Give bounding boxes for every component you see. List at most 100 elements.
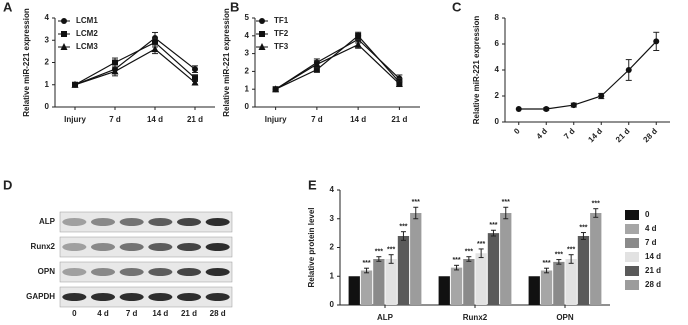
bar	[577, 236, 590, 305]
lane-label: 28 d	[210, 309, 226, 318]
marker	[272, 85, 280, 93]
y-axis-label: Relative protein level	[307, 207, 316, 287]
y-tick-label: 2	[330, 243, 335, 252]
legend-label: TF3	[274, 42, 289, 51]
bar	[348, 276, 360, 305]
blot-band	[119, 293, 144, 301]
y-tick-label: 4	[495, 65, 500, 74]
marker	[598, 93, 605, 99]
significance: ***	[399, 224, 407, 231]
significance: ***	[542, 260, 550, 267]
blot-band	[119, 243, 144, 251]
x-tick-label: ALP	[377, 313, 394, 322]
x-tick-label: 21 d	[391, 115, 407, 124]
x-tick-label: 28 d	[641, 126, 659, 144]
y-axis-label: Relative miR-221 expression	[222, 8, 231, 117]
blot-band	[148, 243, 173, 251]
legend-swatch	[625, 224, 639, 234]
y-tick-label: 2	[45, 58, 50, 67]
line	[74, 48, 196, 86]
line	[275, 43, 400, 90]
lane-label: 4 d	[97, 309, 109, 318]
x-tick-label: 14 d	[350, 115, 366, 124]
y-tick-label: 1	[330, 271, 335, 280]
significance: ***	[502, 199, 510, 206]
marker	[259, 31, 265, 37]
significance: ***	[592, 201, 600, 208]
significance: ***	[555, 251, 563, 258]
panel-letter: C	[452, 0, 462, 14]
x-tick-label: 7 d	[109, 115, 121, 124]
blot-band	[90, 293, 116, 301]
marker	[61, 31, 67, 37]
significance: ***	[477, 241, 485, 248]
y-tick-label: 6	[495, 39, 500, 48]
y-tick-label: 4	[245, 31, 250, 40]
bar	[487, 233, 500, 305]
x-tick-label: 21 d	[614, 126, 632, 144]
y-tick-label: 0	[245, 102, 250, 111]
y-tick-label: 3	[245, 49, 250, 58]
marker	[625, 67, 632, 73]
y-tick-label: 4	[330, 185, 335, 194]
blot-band	[148, 218, 173, 226]
marker	[71, 80, 79, 88]
row-label: OPN	[38, 267, 56, 276]
blot-band	[90, 243, 116, 251]
bar	[450, 267, 463, 305]
marker	[258, 43, 266, 50]
y-tick-label: 1	[245, 84, 250, 93]
line	[74, 41, 196, 86]
marker	[192, 75, 198, 82]
panel-letter: D	[3, 177, 12, 192]
blot-band	[62, 268, 87, 276]
y-tick-label: 0	[330, 300, 335, 309]
legend-label: TF2	[274, 29, 289, 38]
legend-swatch	[625, 238, 639, 248]
significance: ***	[452, 257, 460, 264]
legend-swatch	[625, 252, 639, 262]
marker	[192, 66, 198, 73]
bar	[397, 236, 410, 305]
panel-letter: E	[308, 177, 317, 192]
lane-label: 0	[72, 309, 77, 318]
y-tick-label: 2	[245, 67, 250, 76]
row-label: Runx2	[31, 242, 56, 251]
significance: ***	[412, 199, 420, 206]
bar	[360, 270, 373, 305]
y-tick-label: 0	[45, 102, 50, 111]
x-tick-label: Injury	[64, 115, 86, 124]
blot-row	[59, 286, 233, 308]
marker	[60, 43, 68, 50]
legend-label: TF1	[274, 16, 289, 25]
y-tick-label: 5	[245, 13, 250, 22]
significance: ***	[567, 247, 575, 254]
bar	[590, 213, 602, 305]
marker	[313, 60, 321, 68]
marker	[354, 40, 362, 48]
significance: ***	[465, 249, 473, 256]
bar	[438, 276, 450, 305]
blot-band	[62, 218, 87, 226]
significance: ***	[489, 222, 497, 229]
y-tick-label: 1	[45, 80, 50, 89]
bar	[565, 259, 577, 305]
x-tick-label: 14 d	[586, 126, 604, 144]
panel-letter: B	[230, 0, 239, 14]
significance: ***	[375, 249, 383, 256]
marker	[515, 106, 522, 112]
marker	[152, 39, 158, 46]
bar	[528, 276, 540, 305]
blot-band	[90, 218, 116, 226]
blot-band	[176, 268, 202, 276]
marker	[570, 102, 577, 109]
blot-band	[119, 268, 144, 276]
legend-label: LCM3	[76, 42, 98, 51]
significance: ***	[362, 260, 370, 267]
y-tick-label: 2	[495, 91, 500, 100]
blot-row	[59, 236, 233, 258]
blot-row	[59, 261, 233, 283]
legend-label: 0	[645, 210, 650, 219]
y-tick-label: 3	[330, 214, 335, 223]
